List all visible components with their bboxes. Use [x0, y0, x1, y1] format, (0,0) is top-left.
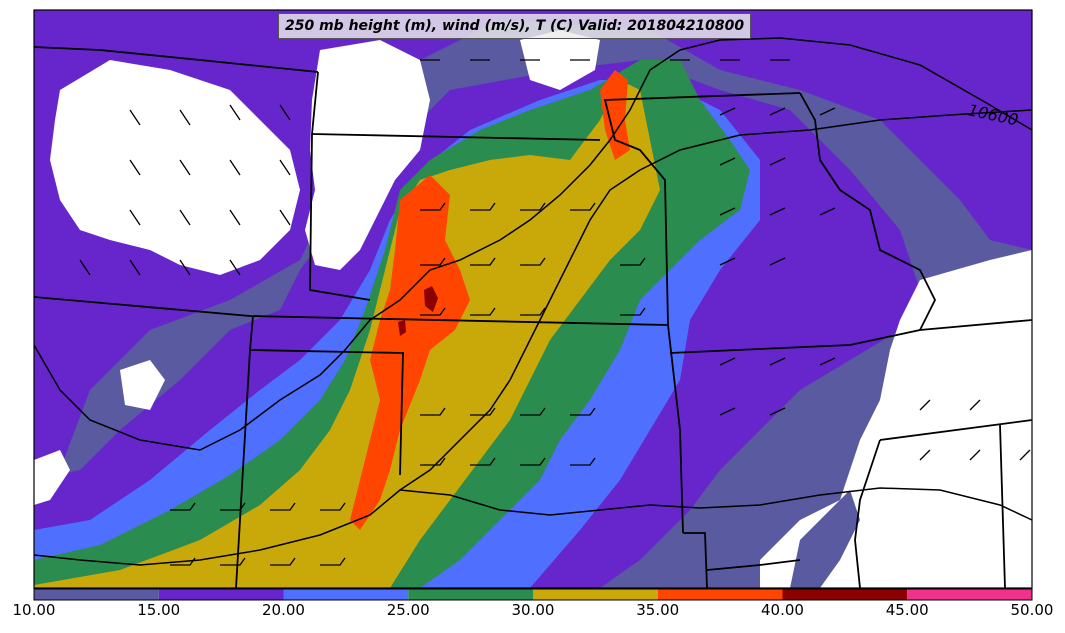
colorbar-frame	[33, 588, 1033, 601]
colorbar-bin-3	[408, 589, 533, 600]
colorbar-tick-label: 15.00	[137, 601, 181, 619]
colorbar-bin-6	[782, 589, 908, 600]
wind-speed-fill	[34, 10, 1032, 588]
state-boundaries	[33, 46, 1033, 589]
colorbar-tick-label: 40.00	[761, 601, 804, 619]
map-title: 250 mb height (m), wind (m/s), T (C) Val…	[278, 13, 752, 39]
colorbar-bin-4	[533, 589, 658, 600]
colorbar-tick-label: 50.00	[1010, 601, 1054, 619]
colorbar-tick-label: 20.00	[262, 601, 305, 619]
colorbar-tick-label: 10.00	[12, 601, 56, 619]
colorbar-bin-5	[657, 589, 783, 600]
wind-barbs	[79, 59, 1031, 566]
colorbar-tick-label: 35.00	[636, 601, 680, 619]
colorbar-bin-2	[283, 589, 409, 600]
height-contours	[33, 37, 1033, 566]
colorbar-tick-label: 25.00	[386, 601, 430, 619]
colorbar-tick-label: 45.00	[885, 601, 929, 619]
colorbar-bin-1	[158, 589, 284, 600]
map-frame	[33, 9, 1033, 589]
colorbar	[33, 588, 1033, 601]
colorbar-bin-0	[34, 589, 159, 600]
colorbar-tick-label: 30.00	[511, 601, 555, 619]
colorbar-bin-7	[907, 589, 1032, 600]
